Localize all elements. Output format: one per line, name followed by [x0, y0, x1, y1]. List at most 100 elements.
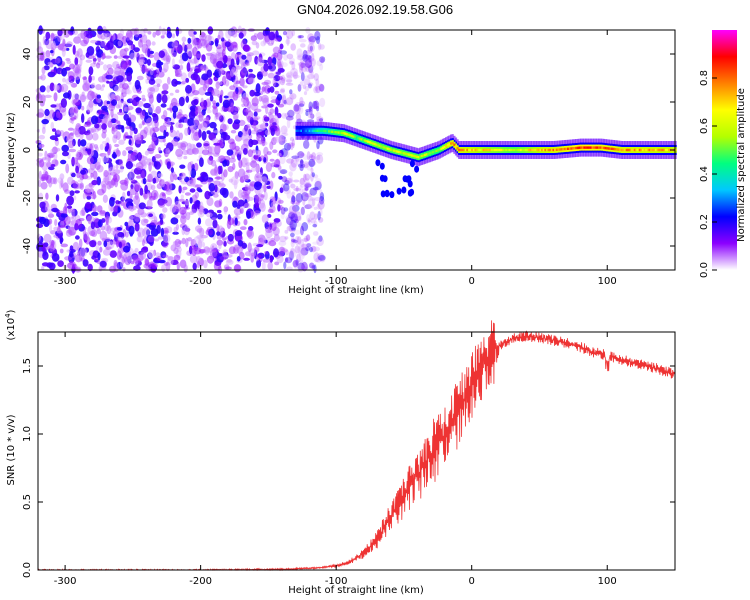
noise-speck: [300, 72, 305, 82]
noise-field: [35, 25, 326, 275]
noise-speck: [117, 111, 125, 116]
noise-speck: [189, 124, 197, 131]
noise-speck: [270, 99, 279, 104]
ridge-core: [485, 148, 488, 152]
noise-speck: [203, 99, 208, 108]
noise-speck: [249, 89, 255, 97]
noise-speck: [285, 257, 293, 264]
ridge-core: [463, 148, 466, 152]
noise-speck: [243, 218, 248, 226]
snr-y-scale-base: (x10: [6, 318, 17, 341]
noise-speck: [171, 58, 175, 68]
noise-speck: [72, 181, 79, 190]
noise-speck: [125, 231, 129, 238]
noise-speck: [88, 66, 94, 76]
noise-speck: [189, 197, 193, 204]
noise-speck: [298, 39, 307, 43]
noise-speck: [59, 130, 65, 136]
noise-speck: [296, 105, 304, 115]
noise-speck: [60, 243, 68, 248]
noise-speck: [305, 246, 310, 252]
y-tick-label: 40: [22, 48, 33, 61]
noise-speck: [110, 108, 114, 118]
noise-speck: [284, 179, 290, 186]
noise-speck: [144, 258, 149, 266]
noise-speck: [149, 67, 154, 76]
noise-speck: [289, 219, 297, 230]
ridge-core: [495, 148, 498, 152]
ridge-core: [419, 155, 422, 158]
ridge-core: [415, 155, 419, 158]
ridge-core: [612, 147, 615, 151]
noise-speck: [174, 200, 181, 210]
noise-speck: [154, 120, 159, 128]
noise-speck: [241, 78, 245, 88]
noise-speck: [299, 248, 306, 257]
noise-speck: [50, 121, 55, 130]
ridge-core: [477, 148, 480, 152]
noise-speck: [140, 251, 146, 260]
noise-speck: [161, 179, 166, 188]
ridge-core: [341, 131, 344, 135]
noise-speck: [314, 196, 322, 202]
noise-speck: [310, 58, 316, 67]
colorbar: 0.0 0.2 0.4 0.6 0.8 Normalized spectral ampl…: [699, 30, 747, 278]
noise-speck: [288, 223, 296, 233]
noise-speck: [275, 119, 280, 125]
noise-speck: [117, 40, 122, 47]
noise-speck: [43, 233, 52, 243]
noise-speck: [296, 247, 301, 251]
noise-speck: [93, 217, 99, 223]
noise-speck: [318, 235, 323, 242]
noise-speck: [305, 108, 312, 112]
noise-speck: [161, 94, 168, 104]
noise-speck: [189, 183, 196, 188]
noise-speck: [289, 93, 297, 100]
noise-speck: [181, 36, 187, 43]
noise-speck: [243, 147, 248, 155]
noise-speck: [99, 143, 104, 151]
noise-speck: [83, 36, 90, 45]
noise-speck: [180, 215, 187, 225]
noise-speck: [296, 48, 303, 58]
noise-speck: [219, 123, 227, 132]
noise-speck: [37, 152, 43, 157]
noise-speck: [91, 75, 95, 81]
ridge-core: [344, 132, 347, 135]
noise-speck: [174, 214, 181, 219]
noise-speck: [222, 237, 227, 241]
ridge-core: [476, 148, 479, 152]
noise-speck: [308, 106, 313, 116]
ridge-core: [334, 131, 337, 134]
noise-speck: [55, 194, 60, 202]
noise-speck: [62, 151, 69, 157]
noise-speck: [86, 120, 92, 127]
noise-speck: [57, 29, 63, 37]
noise-speck: [129, 193, 133, 200]
noise-speck: [187, 118, 195, 127]
noise-speck: [52, 40, 56, 50]
noise-speck: [300, 65, 307, 73]
noise-speck: [300, 57, 308, 66]
noise-speck: [295, 259, 299, 266]
colorbar-tick-label: 0.0: [699, 262, 710, 278]
noise-speck: [225, 259, 234, 265]
noise-speck: [292, 204, 300, 212]
noise-speck: [128, 81, 132, 85]
noise-speck: [299, 239, 305, 250]
noise-speck: [48, 262, 56, 270]
noise-speck: [264, 251, 269, 255]
noise-speck: [304, 187, 308, 192]
noise-speck: [250, 35, 258, 42]
ridge-core: [326, 130, 329, 133]
ridge-core: [653, 148, 656, 152]
noise-speck: [279, 135, 285, 142]
noise-speck: [299, 81, 304, 87]
colorbar-gradient: [712, 30, 737, 270]
noise-speck: [54, 159, 58, 165]
noise-speck: [293, 199, 301, 205]
noise-speck: [298, 103, 305, 107]
noise-speck: [151, 156, 156, 163]
noise-speck: [82, 76, 87, 80]
noise-speck: [287, 214, 291, 222]
